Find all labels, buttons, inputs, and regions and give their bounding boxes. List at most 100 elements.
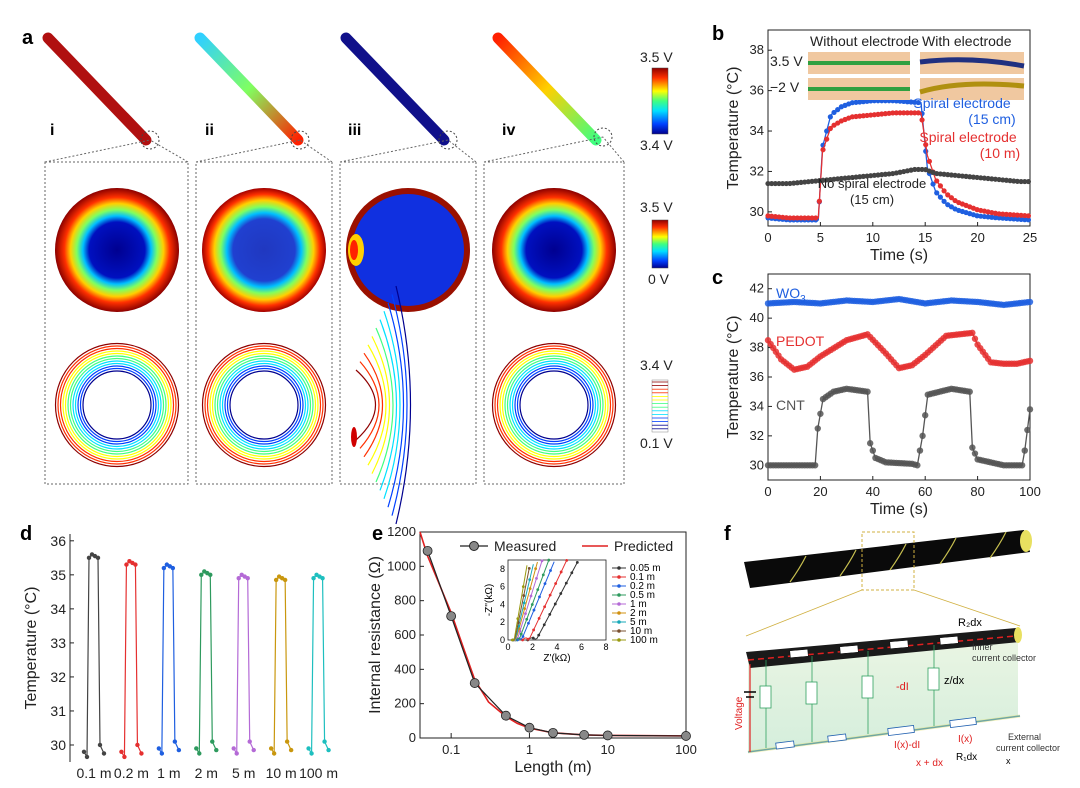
x-tick-label: 100 <box>1019 484 1041 499</box>
trace-point <box>247 739 252 744</box>
contour-ring <box>67 355 167 455</box>
col-label-iv: iv <box>502 122 515 139</box>
trace-point <box>156 746 162 751</box>
contour-ring <box>77 365 157 445</box>
contour-ring <box>69 357 165 453</box>
panel-f: f <box>724 523 1060 769</box>
y-tick-label: 38 <box>750 340 764 355</box>
inset-point <box>528 578 532 582</box>
inset-point <box>510 638 514 642</box>
y-tick-label: 600 <box>394 627 416 642</box>
y-tick-label: 0 <box>409 730 416 745</box>
y-tick-label: 400 <box>394 661 416 676</box>
data-point <box>1025 178 1032 185</box>
inset-point <box>518 629 522 633</box>
trace-point <box>236 576 241 581</box>
y-tick-label: 800 <box>394 593 416 608</box>
inset-point <box>521 635 525 638</box>
external-label-2: current collector <box>996 743 1060 753</box>
y-axis-label: Temperature (°C) <box>725 316 742 439</box>
zoom-circle-iv <box>593 127 613 147</box>
cb-top-max: 3.5 V <box>640 49 673 65</box>
x-axis-label: x <box>1006 756 1011 766</box>
trace-4 <box>233 574 255 756</box>
x-tick-label: 10 <box>866 230 880 245</box>
contour-arc <box>379 319 398 491</box>
inset-point <box>523 607 526 611</box>
contour-ring <box>501 352 607 458</box>
measured-point <box>602 730 613 741</box>
panel-b-label: b <box>712 23 724 45</box>
inset-series-7 <box>512 568 530 641</box>
data-point <box>824 128 830 134</box>
x-tick-label: 20 <box>970 230 984 245</box>
inset-point <box>532 608 536 612</box>
inset-legend-label: 0.5 m <box>630 590 655 601</box>
trace-point <box>311 576 316 581</box>
panel-c: c 0 20 40 60 80 100 30 32 34 36 38 40 42 Time (s) Temp… <box>712 267 1041 518</box>
inset-point <box>535 577 538 580</box>
inset-legend-marker <box>617 629 621 633</box>
y-tick-label: 32 <box>50 669 66 685</box>
trace-2 <box>158 563 180 756</box>
contour-ring <box>516 367 592 443</box>
trace-6 <box>308 574 330 756</box>
inset-point <box>538 595 541 599</box>
trace-point <box>306 746 311 751</box>
inset-point <box>525 617 529 621</box>
contour-arc <box>367 344 387 466</box>
data-point <box>966 388 973 395</box>
contour-arc <box>387 302 405 508</box>
data-point <box>897 110 903 116</box>
legend-b-s1b: (15 cm) <box>968 111 1015 127</box>
data-point <box>971 335 979 342</box>
data-point <box>919 117 925 123</box>
inset-point <box>543 605 547 609</box>
xdx-label: x + dx <box>916 758 943 769</box>
trace-point <box>197 751 202 756</box>
measured-point <box>681 731 691 741</box>
inset-point <box>521 638 524 642</box>
data-point <box>916 447 924 454</box>
zoom-boxes <box>44 136 625 485</box>
inset-point <box>543 582 547 586</box>
r1-label: R₁dx <box>956 752 977 763</box>
measured-point <box>422 545 433 556</box>
data-point <box>772 180 778 187</box>
legend-b-s3b: (15 cm) <box>850 192 894 207</box>
data-point <box>827 114 833 120</box>
series-line-2 <box>768 388 1031 467</box>
panel-d-label: d <box>20 523 32 545</box>
data-point <box>945 192 951 198</box>
y-tick-label: 32 <box>750 428 764 443</box>
trace-point <box>214 747 219 753</box>
inset-point <box>542 623 546 627</box>
inset-legend-label: 1 m <box>630 599 647 610</box>
inset-series-0 <box>527 562 578 641</box>
x-tick-label: 80 <box>970 484 984 499</box>
fibre-img-3 <box>919 57 1025 69</box>
data-point <box>816 198 822 204</box>
y-tick-label: 36 <box>750 83 764 98</box>
data-point <box>934 178 940 184</box>
data-point <box>1022 178 1028 185</box>
y-tick-label: 32 <box>750 163 764 178</box>
trace-point <box>288 747 294 753</box>
measured-point <box>446 611 457 622</box>
trace-point <box>133 562 138 567</box>
contour-ring <box>499 350 609 460</box>
x-tick-label: 5 <box>817 230 824 245</box>
panel-a: a i ii iii iv <box>22 27 673 525</box>
contour-ring <box>74 362 160 448</box>
contour-ring <box>54 342 180 468</box>
x-axis-label: Length (m) <box>514 759 591 776</box>
trace-point <box>161 565 167 571</box>
data-point <box>934 190 940 196</box>
cb-bot-min: 0.1 V <box>640 435 673 451</box>
contour-ring <box>57 345 177 465</box>
data-point <box>948 195 955 201</box>
data-point <box>809 215 815 221</box>
inset-legend-label: 0.2 m <box>630 581 655 592</box>
trace-point <box>234 751 239 756</box>
